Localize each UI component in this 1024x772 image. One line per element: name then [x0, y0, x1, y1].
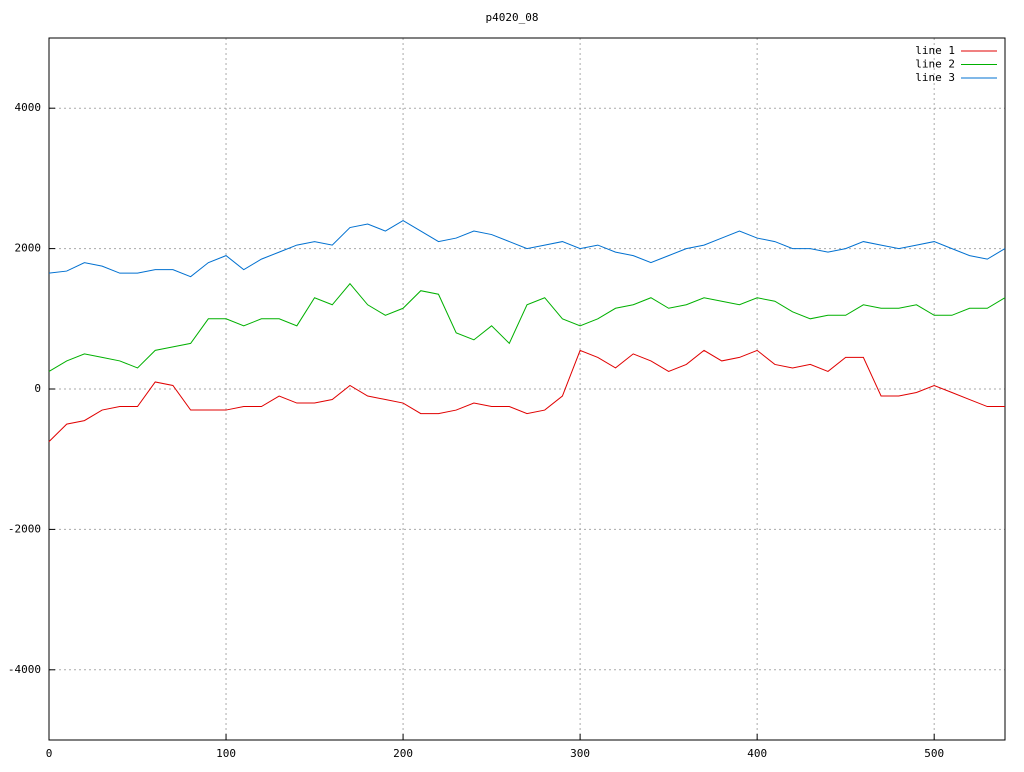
data-line	[48, 282, 1006, 372]
x-tick-label: 100	[216, 747, 236, 760]
x-tick-label: 0	[46, 747, 53, 760]
x-tick-label: 200	[393, 747, 413, 760]
y-tick-label: 2000	[15, 242, 42, 255]
x-tick-label: 300	[570, 747, 590, 760]
y-tick-label: 0	[34, 382, 41, 395]
data-line	[48, 219, 1006, 278]
legend-label: line 2	[915, 58, 955, 71]
y-tick-label: -4000	[8, 663, 41, 676]
x-tick-label: 400	[747, 747, 767, 760]
plot-frame	[48, 37, 1006, 741]
y-tick-label: -2000	[8, 522, 41, 535]
y-tick-label: 4000	[15, 101, 42, 114]
legend-label: line 3	[915, 71, 955, 84]
x-tick-label: 500	[924, 747, 944, 760]
data-line	[48, 349, 1005, 443]
chart-title: p4020_08	[486, 11, 539, 24]
legend-label: line 1	[915, 44, 955, 57]
